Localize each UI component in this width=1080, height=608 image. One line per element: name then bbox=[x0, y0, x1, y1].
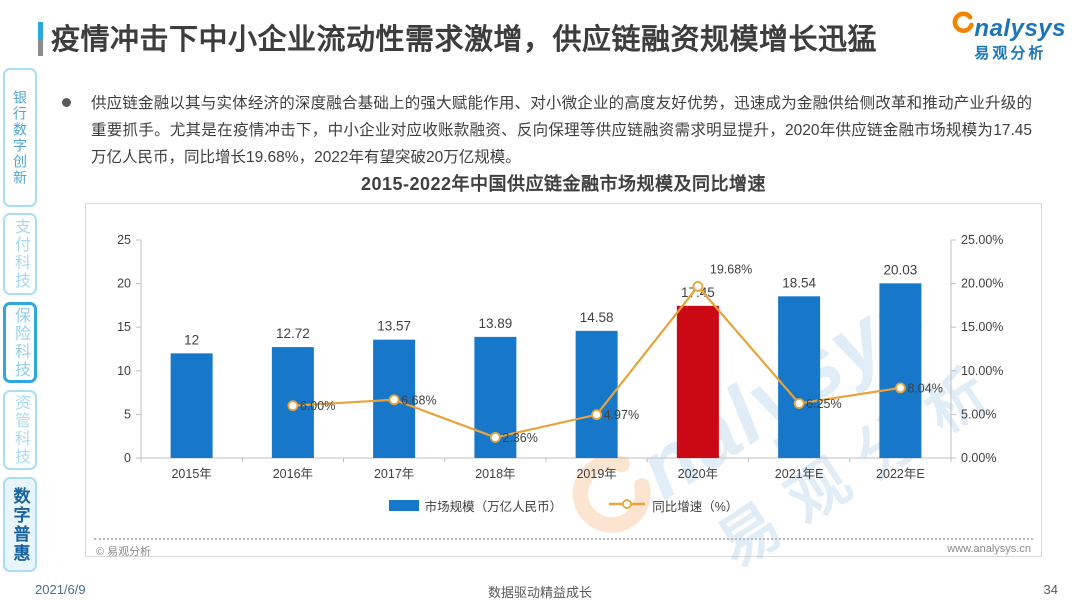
bullet-icon bbox=[62, 98, 71, 107]
copyright-text: © 易观分析 bbox=[96, 546, 152, 558]
sidebar-tab-digital-inclusion[interactable]: 数字普惠 bbox=[3, 477, 37, 572]
svg-text:20.00%: 20.00% bbox=[961, 277, 1003, 291]
logo-swirl-icon bbox=[948, 10, 975, 41]
svg-text:6.00%: 6.00% bbox=[300, 399, 335, 413]
svg-text:18.54: 18.54 bbox=[782, 275, 816, 290]
legend-item-growth-rate: 同比增速（%） bbox=[608, 496, 738, 515]
chart-panel: nalysys 易观分析 05101520250.00%5.00%10.00%1… bbox=[85, 203, 1042, 580]
sidebar-tab-payment-tech[interactable]: 支付科技 bbox=[3, 213, 37, 295]
header: 疫情冲击下中小企业流动性需求激增，供应链融资规模增长迅猛 bbox=[38, 22, 1038, 58]
svg-text:15.00%: 15.00% bbox=[961, 320, 1003, 334]
svg-text:10.00%: 10.00% bbox=[961, 364, 1003, 378]
legend-label-growth-rate: 同比增速（%） bbox=[652, 500, 739, 514]
logo-name: nalysys bbox=[974, 15, 1066, 42]
analysys-logo: nalysys 易观分析 bbox=[948, 10, 1066, 63]
summary-bullet: 供应链金融以其与实体经济的深度融合基础上的强大赋能作用、对小微企业的高度友好优势… bbox=[62, 90, 1032, 171]
svg-text:10: 10 bbox=[117, 364, 131, 378]
legend-label-market-size: 市场规模（万亿人民币） bbox=[424, 500, 563, 514]
website-link[interactable]: www.analysys.cn bbox=[947, 543, 1031, 555]
svg-text:19.68%: 19.68% bbox=[710, 262, 752, 276]
svg-text:2020年: 2020年 bbox=[678, 467, 718, 481]
legend-item-market-size: 市场规模（万亿人民币） bbox=[388, 496, 563, 515]
page-title: 疫情冲击下中小企业流动性需求激增，供应链融资规模增长迅猛 bbox=[51, 24, 878, 56]
svg-text:0: 0 bbox=[124, 451, 131, 465]
line-legend-swatch bbox=[608, 498, 646, 513]
svg-text:2019年: 2019年 bbox=[576, 467, 616, 481]
chart-svg: 0 5 10 15 20 25 0.00% 5.00% 10.00% 15.00% 20.00% 25… bbox=[117, 233, 1003, 481]
svg-text:2016年: 2016年 bbox=[273, 467, 313, 481]
svg-text:13.57: 13.57 bbox=[377, 319, 411, 334]
svg-text:0.00%: 0.00% bbox=[961, 451, 996, 465]
chart-title: 2015-2022年中国供应链金融市场规模及同比增速 bbox=[360, 174, 767, 194]
title-accent-bar bbox=[38, 22, 43, 56]
chart-legend: 市场规模（万亿人民币） 同比增速（%） bbox=[86, 496, 1041, 515]
svg-text:2018年: 2018年 bbox=[475, 467, 515, 481]
svg-text:25: 25 bbox=[117, 233, 131, 247]
svg-text:2021年E: 2021年E bbox=[775, 467, 824, 481]
panel-divider bbox=[94, 538, 1033, 540]
svg-text:12.72: 12.72 bbox=[276, 326, 310, 341]
bar-legend-swatch bbox=[388, 500, 419, 511]
sidebar-tab-insurance-tech[interactable]: 保险科技 bbox=[3, 302, 37, 383]
svg-text:2.36%: 2.36% bbox=[502, 431, 537, 445]
svg-text:20.03: 20.03 bbox=[883, 262, 917, 277]
svg-text:6.25%: 6.25% bbox=[806, 397, 841, 411]
svg-text:2015年: 2015年 bbox=[171, 467, 211, 481]
footer-date: 2021/6/9 bbox=[35, 582, 86, 597]
svg-text:14.58: 14.58 bbox=[580, 310, 614, 325]
svg-text:4.97%: 4.97% bbox=[604, 408, 639, 422]
svg-text:8.04%: 8.04% bbox=[907, 381, 942, 395]
page-number: 34 bbox=[1043, 582, 1058, 597]
logo-chinese-name: 易观分析 bbox=[974, 45, 1047, 62]
summary-text: 供应链金融以其与实体经济的深度融合基础上的强大赋能作用、对小微企业的高度友好优势… bbox=[91, 95, 1032, 166]
svg-text:12: 12 bbox=[184, 332, 199, 347]
svg-text:2022年E: 2022年E bbox=[876, 467, 925, 481]
svg-text:13.89: 13.89 bbox=[478, 316, 512, 331]
svg-text:20: 20 bbox=[117, 277, 131, 291]
sidebar-tab-banking-digital[interactable]: 银行数字创新 bbox=[3, 68, 37, 207]
svg-text:25.00%: 25.00% bbox=[961, 233, 1003, 247]
svg-text:5: 5 bbox=[124, 407, 131, 421]
sidebar-tab-asset-mgmt-tech[interactable]: 资管科技 bbox=[3, 390, 37, 470]
svg-text:5.00%: 5.00% bbox=[961, 407, 996, 421]
svg-text:6.68%: 6.68% bbox=[401, 393, 436, 407]
svg-text:2017年: 2017年 bbox=[374, 467, 414, 481]
footer-slogan: 数据驱动精益成长 bbox=[487, 585, 592, 600]
svg-text:15: 15 bbox=[117, 320, 131, 334]
